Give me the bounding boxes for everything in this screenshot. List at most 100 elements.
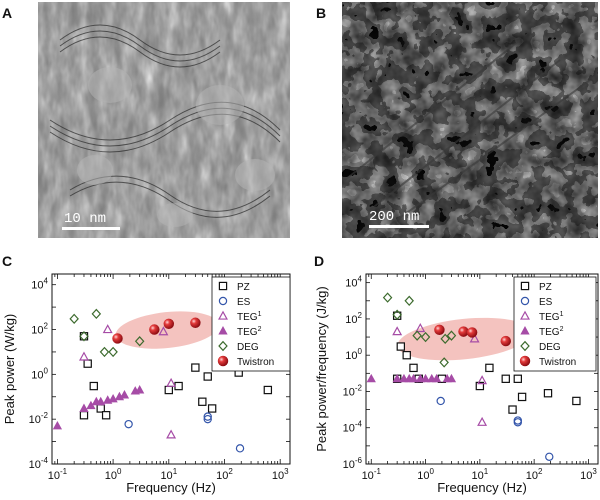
panel-c-point-pz xyxy=(79,411,89,420)
panel-d-legend xyxy=(513,276,597,372)
panel-c-point-twistron xyxy=(163,318,175,330)
panel-d-twistron-region xyxy=(397,317,532,361)
panel-d-x-tick-label: 103 xyxy=(580,467,597,482)
panel-d-point-deg xyxy=(392,309,402,320)
panel-c-point-es xyxy=(203,414,212,424)
panel-b-micrograph xyxy=(342,2,598,238)
panel-c-legend-marker-teg2 xyxy=(218,326,228,335)
panel-c-legend-label-teg2: TEG2 xyxy=(237,326,262,338)
panel-c-point-teg2 xyxy=(52,420,63,430)
panel-c-point-pz xyxy=(79,332,89,341)
panel-d-chart: 10-1 100 101 102 103 10-6 10-4 10-2 100 102 104 Fre… xyxy=(314,273,599,495)
panel-d-point-twistron xyxy=(458,326,469,337)
panel-d-point-es xyxy=(545,452,554,461)
panel-c-point-es xyxy=(124,419,133,429)
panel-d-point-teg1 xyxy=(477,416,488,426)
panel-c-point-twistron xyxy=(149,324,160,335)
panel-d-y-tick-label: 10-4 xyxy=(343,420,363,435)
panel-d-point-teg2 xyxy=(446,373,457,383)
panel-d-point-pz xyxy=(485,363,494,373)
panel-d-legend-marker-pz xyxy=(520,281,530,291)
panel-d-point-es xyxy=(436,396,445,406)
panel-c-point-pz xyxy=(96,404,105,413)
panel-c-point-teg1 xyxy=(102,324,113,334)
panel-d-x-axis-label: Frequency (Hz) xyxy=(437,480,527,495)
panel-c-x-tick-label: 100 xyxy=(105,467,122,482)
panel-c-point-pz xyxy=(101,411,111,420)
panel-c-legend-label-twistron: Twistron xyxy=(237,357,274,368)
panel-b-label: B xyxy=(316,5,326,21)
panel-d-point-teg1 xyxy=(415,323,426,333)
panel-d-y-tick-label: 102 xyxy=(345,311,362,326)
panel-c-point-teg1 xyxy=(166,429,177,439)
panel-d-point-teg2 xyxy=(392,373,402,383)
panel-c-x-tick-label: 102 xyxy=(216,467,233,482)
panel-d-legend-label-twistron: Twistron xyxy=(539,357,576,368)
panel-c-x-axis-label: Frequency (Hz) xyxy=(126,480,216,495)
panel-a-scalebar-label: 10 nm xyxy=(64,211,106,227)
panel-c-x-tick-label: 103 xyxy=(272,467,289,482)
panel-c-point-pz xyxy=(174,381,183,391)
panel-c-y-tick-label: 10-2 xyxy=(29,411,49,426)
panel-c-point-pz xyxy=(198,397,207,406)
panel-d-point-pz xyxy=(543,389,553,398)
panel-c-point-deg xyxy=(99,346,110,358)
panel-c-point-teg2 xyxy=(96,396,106,406)
panel-d-point-deg xyxy=(446,330,457,341)
panel-d-legend-marker-teg2 xyxy=(520,326,530,335)
panel-c-twistron-region xyxy=(115,311,219,349)
panel-c-point-teg2 xyxy=(119,390,130,399)
panel-c-x-tick-label: 10-1 xyxy=(48,467,68,482)
panel-d-point-deg xyxy=(420,331,431,343)
panel-c-point-twistron xyxy=(190,317,201,328)
panel-c-point-teg2 xyxy=(79,403,89,412)
panel-d-legend-label-pz: PZ xyxy=(539,282,552,293)
panel-c-point-teg2 xyxy=(135,385,145,394)
panel-d-y-axis-label: Peak power/frequency (J/kg) xyxy=(314,286,329,451)
panel-d-point-teg2 xyxy=(408,373,419,383)
panel-d-legend-label-es: ES xyxy=(539,297,553,308)
panel-d-point-pz xyxy=(501,374,510,383)
panel-d-point-teg1 xyxy=(469,333,480,343)
panel-c-y-axis-label: Peak power (W/kg) xyxy=(2,314,17,425)
panel-d-x-tick-label: 10-1 xyxy=(362,467,382,482)
panel-d-point-pz xyxy=(508,405,517,414)
panel-c-legend-marker-deg xyxy=(218,340,228,352)
panel-c-label: C xyxy=(2,253,12,269)
panel-c-point-pz xyxy=(164,385,173,395)
panel-d-legend-marker-twistron xyxy=(519,355,531,367)
panel-a-scalebar: 10 nm xyxy=(62,211,120,230)
panel-c-legend-label-es: ES xyxy=(237,297,251,308)
panel-d-axes-frame xyxy=(365,273,599,465)
panel-c-point-twistron xyxy=(112,333,123,344)
panel-d-point-teg1 xyxy=(477,375,488,385)
panel-c-x-tick-label: 101 xyxy=(160,467,177,482)
panel-d-point-teg2 xyxy=(366,373,376,383)
panel-d-y-tick-label: 10-2 xyxy=(343,383,363,398)
panel-c-legend-label-deg: DEG xyxy=(237,342,259,353)
panel-c-point-pz xyxy=(89,381,98,391)
panel-c-point-pz xyxy=(263,385,273,395)
panel-c-point-es xyxy=(203,412,212,421)
panel-c-y-tick-label: 100 xyxy=(31,366,48,381)
panel-c-point-deg xyxy=(91,308,102,320)
panel-d-point-es xyxy=(513,416,523,425)
panel-d-x-tick-label: 101 xyxy=(471,467,488,482)
panel-d-point-pz xyxy=(572,396,581,406)
panel-d-point-twistron xyxy=(434,324,445,336)
panel-d-legend-marker-es xyxy=(520,296,530,306)
panel-d-legend-label-deg: DEG xyxy=(539,342,561,353)
panel-d-point-pz xyxy=(517,392,527,402)
panel-c-point-teg1 xyxy=(78,351,89,361)
panel-d-point-pz xyxy=(513,374,523,383)
panel-c-legend-label-pz: PZ xyxy=(237,282,250,293)
panel-b-scalebar-label: 200 nm xyxy=(369,209,419,225)
panel-c-legend-marker-teg1 xyxy=(218,310,228,320)
panel-a-micrograph xyxy=(38,2,290,238)
panel-c-y-tick-label: 10-4 xyxy=(29,456,49,471)
panel-d-x-tick-label: 100 xyxy=(417,467,434,482)
panel-d-x-tick-label: 102 xyxy=(526,467,543,482)
panel-d-y-tick-label: 104 xyxy=(345,275,362,290)
panel-c-legend-marker-pz xyxy=(218,281,228,291)
